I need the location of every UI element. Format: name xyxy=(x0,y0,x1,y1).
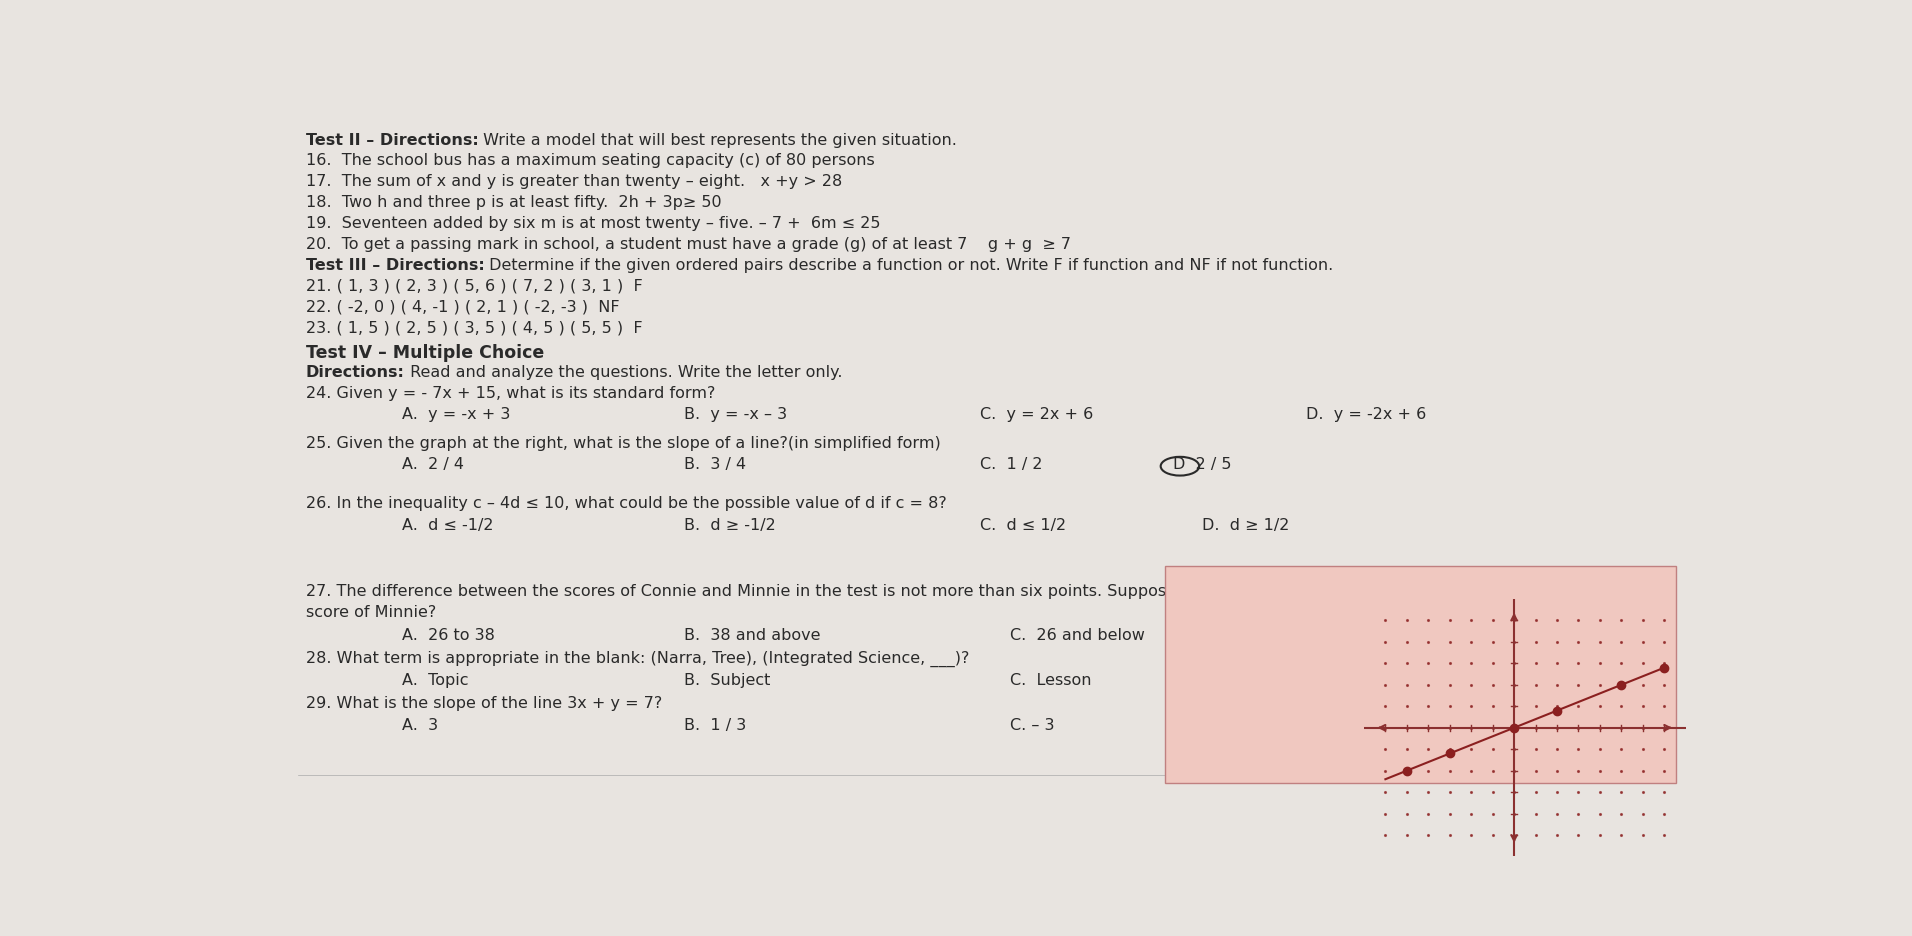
Text: Read and analyze the questions. Write the letter only.: Read and analyze the questions. Write th… xyxy=(405,365,841,380)
Text: A.  Topic: A. Topic xyxy=(402,673,468,688)
Text: A.  2 / 4: A. 2 / 4 xyxy=(402,457,465,472)
Text: 22. ( -2, 0 ) ( 4, -1 ) ( 2, 1 ) ( -2, -3 )  NF: 22. ( -2, 0 ) ( 4, -1 ) ( 2, 1 ) ( -2, -… xyxy=(306,300,619,314)
Text: 19.  Seventeen added by six m is at most twenty – five. – 7 +  6m ≤ 25: 19. Seventeen added by six m is at most … xyxy=(306,216,880,231)
Text: C.  26 and below: C. 26 and below xyxy=(1010,628,1145,643)
Text: 16.  The school bus has a maximum seating capacity (c) of 80 persons: 16. The school bus has a maximum seating… xyxy=(306,154,874,168)
Text: A.  d ≤ -1/2: A. d ≤ -1/2 xyxy=(402,519,493,534)
Text: Write a model that will best represents the given situation.: Write a model that will best represents … xyxy=(478,133,958,148)
Text: A.  26 to 38: A. 26 to 38 xyxy=(402,628,495,643)
Text: 18.  Two h and three p is at least fifty.  2h + 3p≥ 50: 18. Two h and three p is at least fifty.… xyxy=(306,196,721,211)
Text: Test IV – Multiple Choice: Test IV – Multiple Choice xyxy=(306,344,543,362)
Text: 25. Given the graph at the right, what is the slope of a line?(in simplified for: 25. Given the graph at the right, what i… xyxy=(306,436,941,451)
Text: Determine if the given ordered pairs describe a function or not. Write F if func: Determine if the given ordered pairs des… xyxy=(484,258,1335,273)
Text: D.  Between 26 and 38: D. Between 26 and 38 xyxy=(1277,628,1461,643)
Text: 21. ( 1, 3 ) ( 2, 3 ) ( 5, 6 ) ( 7, 2 ) ( 3, 1 )  F: 21. ( 1, 3 ) ( 2, 3 ) ( 5, 6 ) ( 7, 2 ) … xyxy=(306,279,642,294)
Text: A.  3: A. 3 xyxy=(402,719,438,734)
Text: 24. Given y = - 7x + 15, what is its standard form?: 24. Given y = - 7x + 15, what is its sta… xyxy=(306,387,715,402)
Bar xyxy=(1164,566,1677,782)
Text: B.  38 and above: B. 38 and above xyxy=(683,628,820,643)
Text: 28. What term is appropriate in the blank: (Narra, Tree), (Integrated Science, _: 28. What term is appropriate in the blan… xyxy=(306,651,969,667)
Text: 26. In the inequality c – 4d ≤ 10, what could be the possible value of d if c = : 26. In the inequality c – 4d ≤ 10, what … xyxy=(306,496,946,511)
Text: D.  d ≥ 1/2: D. d ≥ 1/2 xyxy=(1203,519,1289,534)
Text: B.  1 / 3: B. 1 / 3 xyxy=(683,719,746,734)
Text: B.  3 / 4: B. 3 / 4 xyxy=(683,457,746,472)
Text: C.  Lesson: C. Lesson xyxy=(1010,673,1092,688)
Text: C.  y = 2x + 6: C. y = 2x + 6 xyxy=(979,407,1094,422)
Text: C. – 3: C. – 3 xyxy=(1010,719,1054,734)
Text: D.  Project: D. Project xyxy=(1277,696,1359,711)
Text: 27. The difference between the scores of Connie and Minnie in the test is not mo: 27. The difference between the scores of… xyxy=(306,584,1551,599)
Text: C.  d ≤ 1/2: C. d ≤ 1/2 xyxy=(979,519,1067,534)
Text: D  2 / 5: D 2 / 5 xyxy=(1172,457,1231,472)
Text: B.  Subject: B. Subject xyxy=(683,673,771,688)
Text: D.  y = -2x + 6: D. y = -2x + 6 xyxy=(1306,407,1426,422)
Text: B.  d ≥ -1/2: B. d ≥ -1/2 xyxy=(683,519,774,534)
Text: D. – 1/ 3: D. – 1/ 3 xyxy=(1277,742,1342,757)
Text: 29. What is the slope of the line 3x + y = 7?: 29. What is the slope of the line 3x + y… xyxy=(306,696,662,711)
Text: Test III – Directions:: Test III – Directions: xyxy=(306,258,484,273)
Text: 20.  To get a passing mark in school, a student must have a grade (g) of at leas: 20. To get a passing mark in school, a s… xyxy=(306,237,1071,252)
Text: A.  y = -x + 3: A. y = -x + 3 xyxy=(402,407,511,422)
Text: Directions:: Directions: xyxy=(306,365,405,380)
Text: 17.  The sum of x and y is greater than twenty – eight.   x +y > 28: 17. The sum of x and y is greater than t… xyxy=(306,174,841,189)
Text: B.  y = -x – 3: B. y = -x – 3 xyxy=(683,407,786,422)
Text: C.  1 / 2: C. 1 / 2 xyxy=(979,457,1042,472)
Text: Test II – Directions:: Test II – Directions: xyxy=(306,133,478,148)
Text: score of Minnie?: score of Minnie? xyxy=(306,606,436,621)
Text: 23. ( 1, 5 ) ( 2, 5 ) ( 3, 5 ) ( 4, 5 ) ( 5, 5 )  F: 23. ( 1, 5 ) ( 2, 5 ) ( 3, 5 ) ( 4, 5 ) … xyxy=(306,321,642,336)
